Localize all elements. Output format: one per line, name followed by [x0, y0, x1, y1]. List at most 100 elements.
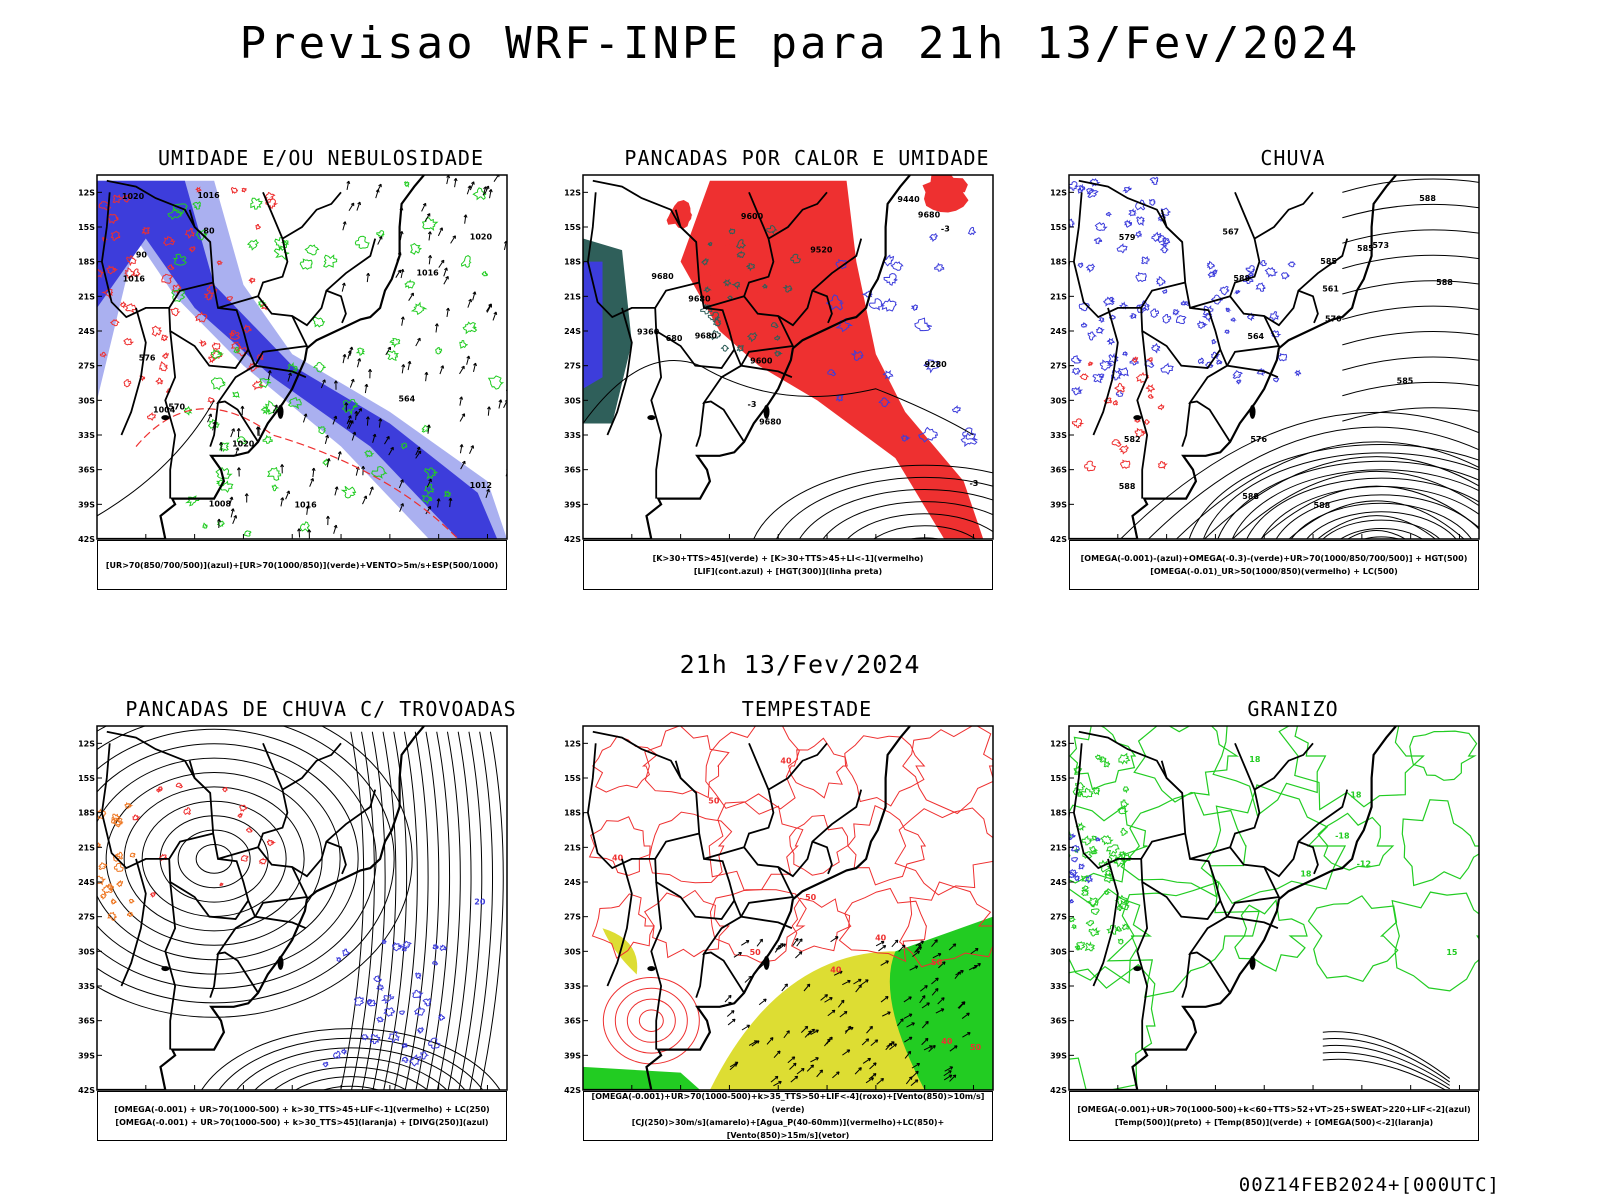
contour-line	[1217, 460, 1479, 539]
lat-label: 24S	[78, 878, 95, 887]
wind-vector	[729, 1063, 738, 1071]
lake	[647, 415, 656, 421]
contour-fleck	[409, 1054, 422, 1067]
contour-fleck	[399, 1010, 406, 1015]
contour-fleck	[342, 948, 351, 957]
state-border	[695, 402, 705, 447]
contour-fleck	[244, 530, 252, 537]
wind-vector-head	[733, 1063, 738, 1067]
contour-fleck	[1098, 317, 1105, 323]
wind-vector	[844, 1027, 854, 1032]
contour-fleck	[1090, 908, 1100, 915]
wind-vector-head	[236, 467, 241, 471]
lat-label: 15S	[78, 774, 95, 783]
state-border	[743, 191, 863, 327]
contour-fleck	[1197, 357, 1205, 365]
contour-fleck	[1079, 373, 1089, 381]
contour-fleck	[1085, 263, 1096, 273]
streamline	[1176, 441, 1479, 539]
contour-label: 18	[1300, 870, 1312, 879]
contour-fleck	[1074, 945, 1081, 951]
wind-vector	[862, 1058, 871, 1064]
state-border	[282, 191, 342, 240]
temp-contour	[1133, 726, 1240, 803]
wind-vector	[891, 939, 899, 948]
contour-fleck	[1180, 300, 1187, 306]
contour-line	[218, 1037, 484, 1090]
contour-fleck	[172, 203, 188, 215]
contour-fleck	[1071, 355, 1082, 364]
contour-fleck	[109, 319, 120, 327]
wind-vector-head	[448, 497, 453, 502]
contour-fleck	[1083, 460, 1097, 472]
lagoon	[763, 955, 770, 970]
wind-vector-head	[834, 936, 839, 940]
contour-fleck	[472, 187, 487, 201]
wind-vector	[865, 1077, 874, 1084]
contour-fleck	[702, 285, 712, 293]
contour-fleck	[1069, 180, 1080, 191]
wind-vector-head	[417, 450, 422, 454]
lat-label: 39S	[1050, 500, 1067, 509]
wind-vector	[426, 478, 432, 488]
state-border	[1140, 832, 1222, 920]
water-contour	[708, 801, 804, 892]
wind-vector	[866, 1026, 873, 1034]
wind-vector-head	[459, 444, 464, 448]
wind-vector-head	[880, 940, 885, 945]
water-contour	[588, 816, 651, 876]
wind-vector-head	[926, 1002, 930, 1006]
water-contour	[838, 887, 927, 963]
lat-label: 15S	[564, 223, 581, 232]
wind-vector	[366, 416, 369, 426]
lat-label: 12S	[1050, 739, 1067, 748]
contour-line	[775, 476, 993, 539]
wind-vector-head	[934, 988, 939, 992]
wind-vector-head	[794, 1075, 799, 1080]
wind-vector	[324, 435, 329, 445]
contour-fleck	[366, 999, 378, 1007]
lat-label: 36S	[1050, 1017, 1067, 1026]
wind-vector	[356, 358, 361, 368]
state-border	[1254, 742, 1314, 791]
panel-umidade: UMIDADE E/OU NEBULOSIDADE 1016 1016 1020 10…	[76, 146, 566, 596]
wind-vector-head	[407, 360, 412, 365]
wind-vector-head	[829, 997, 833, 1001]
wind-vector-head	[977, 962, 981, 967]
wind-vector-head	[370, 486, 374, 490]
state-border	[739, 866, 795, 930]
state-border	[1160, 760, 1183, 794]
contour-fleck	[207, 397, 216, 404]
wind-vector-head	[829, 1036, 833, 1041]
contour-fleck	[1092, 373, 1104, 384]
state-border	[282, 742, 342, 791]
lat-label: 18S	[564, 809, 581, 818]
wind-vector	[804, 1030, 812, 1038]
wind-vector-head	[784, 983, 788, 988]
wind-vector-head	[924, 1037, 929, 1042]
wind-vector	[401, 364, 405, 374]
wind-vector-head	[483, 186, 487, 190]
contour-fleck	[1162, 313, 1172, 324]
wind-vector-head	[880, 1077, 884, 1082]
contour-fleck	[1087, 331, 1098, 341]
wind-vector-head	[368, 369, 373, 373]
contour-fleck	[389, 337, 401, 348]
contour-label: 9680	[918, 210, 941, 219]
contour-fleck	[1088, 927, 1101, 937]
state-border	[106, 730, 259, 994]
contour-line	[1322, 519, 1441, 539]
contour-fleck	[1150, 308, 1159, 318]
contour-fleck	[835, 317, 854, 333]
wind-vector	[372, 433, 376, 443]
contour-fleck	[481, 271, 489, 277]
contour-fleck	[901, 434, 911, 442]
lat-label: 33S	[1050, 431, 1067, 440]
contour-line	[254, 1056, 448, 1090]
contour-fleck	[923, 359, 940, 374]
state-border	[674, 760, 697, 794]
wind-vector	[341, 282, 345, 292]
contour-fleck	[1149, 176, 1159, 185]
wind-vector	[326, 458, 330, 468]
wind-vector-head	[428, 255, 433, 259]
